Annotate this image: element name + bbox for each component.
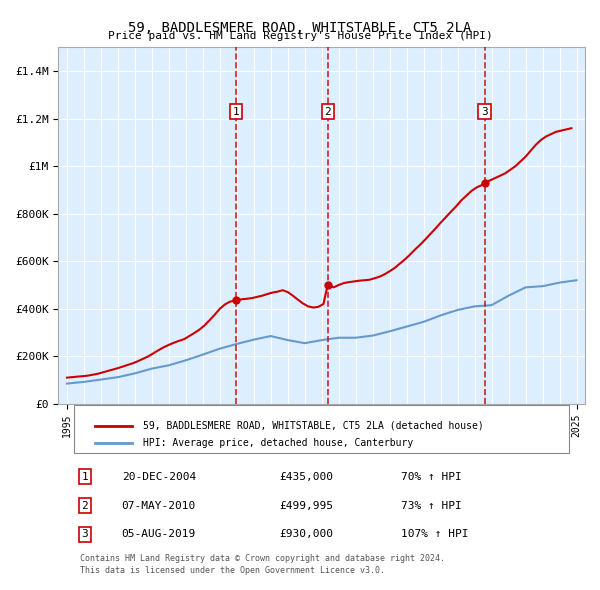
Text: 59, BADDLESMERE ROAD, WHITSTABLE, CT5 2LA (detached house): 59, BADDLESMERE ROAD, WHITSTABLE, CT5 2L… xyxy=(143,421,484,431)
Text: 3: 3 xyxy=(82,529,88,539)
Text: Price paid vs. HM Land Registry's House Price Index (HPI): Price paid vs. HM Land Registry's House … xyxy=(107,31,493,41)
Text: 59, BADDLESMERE ROAD, WHITSTABLE, CT5 2LA: 59, BADDLESMERE ROAD, WHITSTABLE, CT5 2L… xyxy=(128,21,472,35)
Text: HPI: Average price, detached house, Canterbury: HPI: Average price, detached house, Cant… xyxy=(143,438,413,448)
Text: 05-AUG-2019: 05-AUG-2019 xyxy=(122,529,196,539)
Text: £499,995: £499,995 xyxy=(280,500,334,510)
Text: 1: 1 xyxy=(233,107,239,117)
Text: 2: 2 xyxy=(82,500,88,510)
Text: 1: 1 xyxy=(82,472,88,481)
Text: 3: 3 xyxy=(481,107,488,117)
FancyBboxPatch shape xyxy=(74,405,569,453)
Text: Contains HM Land Registry data © Crown copyright and database right 2024.: Contains HM Land Registry data © Crown c… xyxy=(80,553,445,563)
Text: 20-DEC-2004: 20-DEC-2004 xyxy=(122,472,196,481)
Text: 73% ↑ HPI: 73% ↑ HPI xyxy=(401,500,461,510)
Text: 2: 2 xyxy=(325,107,331,117)
Text: This data is licensed under the Open Government Licence v3.0.: This data is licensed under the Open Gov… xyxy=(80,566,385,575)
Text: 07-MAY-2010: 07-MAY-2010 xyxy=(122,500,196,510)
Text: £930,000: £930,000 xyxy=(280,529,334,539)
Text: 70% ↑ HPI: 70% ↑ HPI xyxy=(401,472,461,481)
Text: 107% ↑ HPI: 107% ↑ HPI xyxy=(401,529,468,539)
Text: £435,000: £435,000 xyxy=(280,472,334,481)
